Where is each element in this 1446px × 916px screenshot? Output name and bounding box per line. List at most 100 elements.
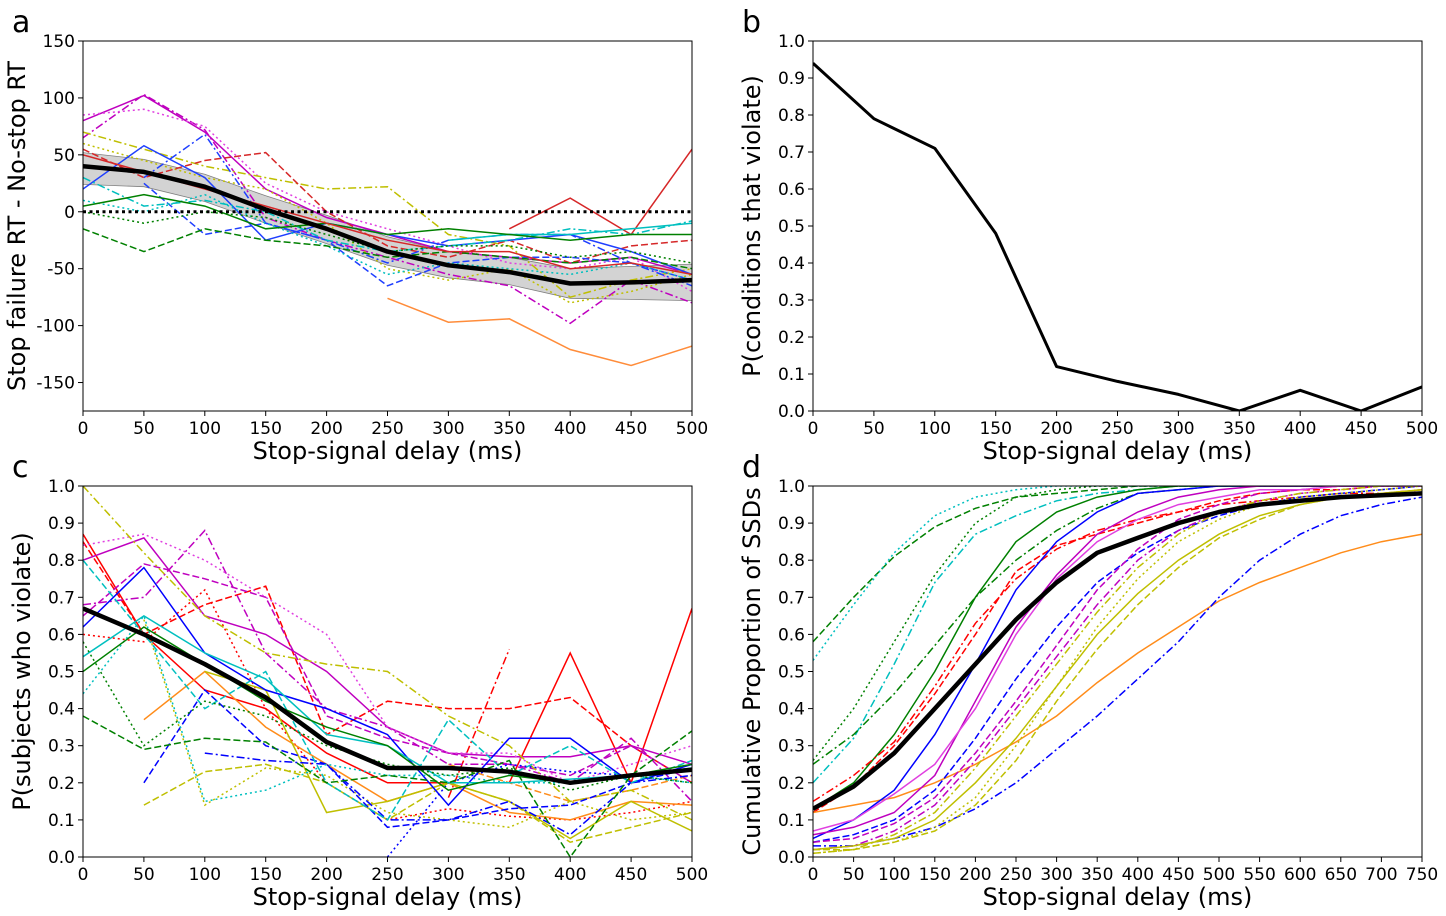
series-line-d-1 (813, 486, 1422, 661)
series-line-d-13 (813, 486, 1422, 843)
series-line-a-1 (387, 297, 692, 367)
x-axis-title-b: Stop-signal delay (ms) (983, 437, 1253, 465)
series-line-c-15 (143, 688, 692, 829)
series-line-d-5 (813, 486, 1422, 810)
x-tick-label: 300 (1162, 419, 1194, 439)
series-line-a-6 (83, 142, 692, 304)
series-line-a-15 (83, 228, 692, 270)
series-line-d-10 (813, 486, 1422, 843)
x-tick-label: 500 (676, 865, 708, 885)
x-tick-label: 200 (959, 865, 991, 885)
x-tick-label: 400 (554, 865, 586, 885)
y-tick-label: 0.3 (778, 737, 805, 757)
series-line-d-14 (813, 486, 1422, 851)
x-tick-label: 450 (615, 419, 647, 439)
y-tick-label: 0.0 (48, 848, 75, 868)
y-tick-label: 0.5 (48, 663, 75, 683)
x-tick-label: 0 (78, 865, 89, 885)
x-tick-label: 250 (371, 419, 403, 439)
y-tick-label: 0.3 (778, 291, 805, 311)
x-tick-label: 400 (554, 419, 586, 439)
series-line-c-18 (83, 615, 692, 784)
x-tick-label: 500 (1406, 419, 1438, 439)
y-axis-title-b: P(conditions that violate) (738, 75, 766, 377)
series-line-c-22 (83, 715, 692, 857)
x-tick-label: 150 (979, 419, 1011, 439)
axes-frame-d (812, 485, 1423, 858)
series-line-d-15 (813, 486, 1422, 832)
series-line-d-11 (813, 496, 1422, 847)
series-line-a-0 (508, 148, 692, 236)
y-tick-label: 0.2 (48, 774, 75, 794)
x-tick-label: 100 (189, 419, 221, 439)
panel-c: c 0 50 100 150 200 250 300 350 400 450 500 0.0 0.1 0.… (8, 450, 708, 911)
x-tick-label: 350 (493, 865, 525, 885)
series-line-a-10 (143, 133, 692, 287)
y-tick-label: -150 (36, 374, 75, 394)
y-tick-label: 0.1 (48, 811, 75, 831)
y-tick-label: 0.1 (778, 811, 805, 831)
x-tick-label: 100 (189, 865, 221, 885)
y-tick-label: 50 (53, 146, 75, 166)
x-tick-label: 200 (310, 419, 342, 439)
y-tick-label: 0.7 (48, 588, 75, 608)
x-tick-label: 550 (1243, 865, 1275, 885)
series-line-c-11 (143, 763, 692, 844)
x-tick-label: 350 (1223, 419, 1255, 439)
panel-c-letter: c (12, 450, 29, 485)
x-tick-label: 0 (808, 419, 819, 439)
x-tick-label: 0 (78, 419, 89, 439)
series-line-d-18 (813, 486, 1422, 855)
x-tick-label: 300 (432, 419, 464, 439)
series-line-d-19 (813, 486, 1422, 855)
x-tick-label: 100 (878, 865, 910, 885)
x-tick-label: 50 (133, 419, 155, 439)
series-line-c-16 (204, 752, 692, 836)
series-line-a-9 (143, 182, 692, 287)
y-tick-label: 0.8 (778, 551, 805, 571)
y-tick-label: 1.0 (48, 477, 75, 497)
y-tick-label: 0.2 (778, 328, 805, 348)
plot-area-d (813, 486, 1422, 855)
x-axis-title-c: Stop-signal delay (ms) (253, 883, 523, 911)
panel-b: b 0 50 100 150 200 250 300 350 400 450 500 0.0 0.1 0.… (738, 5, 1438, 465)
mean-line-b (813, 62, 1422, 411)
y-tick-label: 0.7 (778, 143, 805, 163)
y-tick-label: 1.0 (778, 32, 805, 52)
series-line-c-19 (83, 559, 692, 821)
series-line-a-4 (83, 108, 692, 293)
panel-d-letter: d (742, 450, 761, 485)
x-tick-label: 0 (808, 865, 819, 885)
y-tick-label: 0.9 (48, 514, 75, 534)
series-line-c-13 (143, 619, 692, 829)
y-tick-label: 0.0 (778, 848, 805, 868)
x-tick-label: 450 (1162, 865, 1194, 885)
x-tick-label: 250 (1000, 865, 1032, 885)
x-tick-label: 50 (863, 419, 885, 439)
y-tick-label: -50 (47, 260, 75, 280)
x-tick-label: 500 (676, 419, 708, 439)
y-tick-label: 0.6 (778, 180, 805, 200)
y-tick-label: 0.7 (778, 588, 805, 608)
y-tick-label: 0.8 (778, 106, 805, 126)
mean-line-a (83, 163, 692, 286)
plot-area-c (83, 486, 692, 857)
x-tick-label: 650 (1325, 865, 1357, 885)
y-tick-label: 0.0 (778, 402, 805, 422)
x-tick-label: 350 (493, 419, 525, 439)
x-tick-label: 50 (843, 865, 865, 885)
y-tick-label: 0.8 (48, 551, 75, 571)
series-line-d-8 (813, 533, 1422, 814)
y-tick-label: 0.5 (778, 217, 805, 237)
x-tick-label: 150 (249, 865, 281, 885)
x-tick-label: 350 (1081, 865, 1113, 885)
series-line-c-3 (83, 588, 692, 821)
x-tick-label: 500 (1203, 865, 1235, 885)
y-tick-label: 0.9 (778, 514, 805, 534)
series-line-c-9 (83, 533, 692, 784)
panel-b-letter: b (742, 5, 761, 40)
x-tick-label: 450 (1345, 419, 1377, 439)
y-tick-label: 150 (43, 32, 75, 52)
y-tick-label: 0.4 (48, 700, 75, 720)
